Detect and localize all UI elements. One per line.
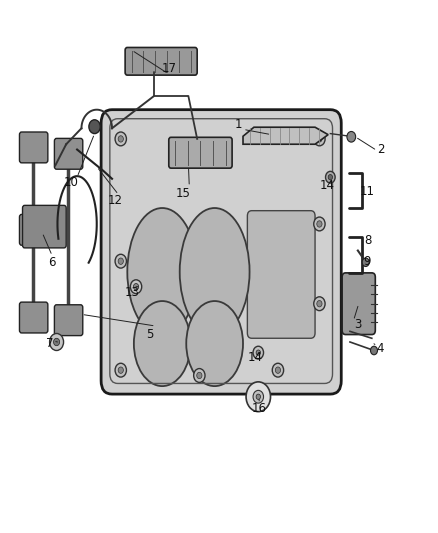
FancyBboxPatch shape (54, 139, 83, 169)
Circle shape (347, 132, 356, 142)
Text: 15: 15 (176, 187, 191, 200)
Circle shape (317, 136, 322, 142)
Circle shape (115, 254, 127, 268)
FancyBboxPatch shape (19, 132, 48, 163)
Circle shape (49, 334, 64, 351)
Text: 11: 11 (360, 185, 375, 198)
Circle shape (194, 368, 205, 382)
Text: 17: 17 (161, 62, 176, 75)
Circle shape (371, 346, 378, 355)
Circle shape (253, 390, 264, 403)
Text: 5: 5 (146, 328, 154, 341)
Ellipse shape (134, 301, 191, 386)
FancyBboxPatch shape (101, 110, 341, 394)
Circle shape (256, 394, 261, 399)
Circle shape (115, 132, 127, 146)
Circle shape (314, 132, 325, 146)
Circle shape (328, 174, 332, 180)
Text: 16: 16 (252, 402, 267, 415)
FancyBboxPatch shape (247, 211, 315, 338)
Text: 12: 12 (108, 193, 123, 207)
Circle shape (118, 367, 124, 373)
Circle shape (314, 217, 325, 231)
Circle shape (314, 297, 325, 311)
Text: 1: 1 (235, 118, 242, 131)
Text: 6: 6 (49, 256, 56, 269)
Text: 2: 2 (377, 143, 384, 156)
FancyBboxPatch shape (19, 302, 48, 333)
Ellipse shape (180, 208, 250, 336)
Circle shape (272, 364, 284, 377)
Circle shape (118, 136, 124, 142)
FancyBboxPatch shape (342, 273, 375, 335)
Text: 4: 4 (377, 342, 384, 356)
FancyBboxPatch shape (169, 138, 232, 168)
Text: 14: 14 (247, 351, 262, 365)
Circle shape (246, 382, 271, 411)
Ellipse shape (186, 301, 243, 386)
Circle shape (89, 120, 100, 134)
Text: 7: 7 (46, 337, 53, 350)
Circle shape (53, 338, 60, 346)
FancyBboxPatch shape (125, 47, 197, 75)
Text: 14: 14 (320, 179, 335, 192)
Circle shape (115, 364, 127, 377)
Polygon shape (243, 127, 328, 144)
Circle shape (256, 350, 261, 356)
Circle shape (317, 301, 322, 307)
Text: 13: 13 (125, 286, 140, 298)
Text: 10: 10 (64, 176, 79, 189)
FancyBboxPatch shape (54, 305, 83, 336)
FancyBboxPatch shape (22, 205, 66, 248)
Ellipse shape (127, 208, 197, 336)
Text: 3: 3 (354, 319, 361, 332)
Circle shape (362, 258, 369, 266)
Text: 8: 8 (364, 235, 371, 247)
Circle shape (276, 367, 281, 373)
Circle shape (134, 284, 139, 290)
Text: 9: 9 (364, 255, 371, 268)
Circle shape (325, 171, 335, 183)
Circle shape (131, 280, 142, 294)
Circle shape (197, 372, 202, 378)
FancyBboxPatch shape (19, 214, 48, 245)
Circle shape (118, 258, 124, 264)
Circle shape (253, 346, 264, 359)
Circle shape (317, 221, 322, 227)
